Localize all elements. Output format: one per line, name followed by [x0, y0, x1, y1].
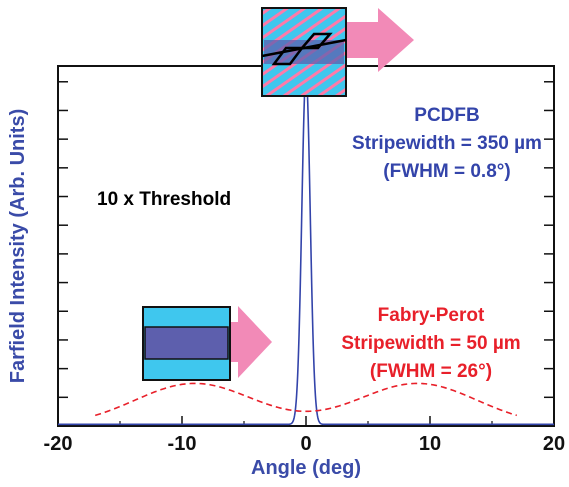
x-axis-title: Angle (deg)	[251, 457, 361, 479]
fp-line-3: (FWHM = 26°)	[370, 361, 492, 382]
fp-arrow	[224, 306, 272, 378]
x-tick-label: 10	[419, 433, 441, 455]
y-axis-title: Farfield Intensity (Arb. Units)	[7, 109, 29, 383]
pcdfb-device-icon	[261, 7, 414, 97]
x-tick-label: -10	[168, 433, 197, 455]
series-fabry-perot	[94, 382, 518, 417]
pcdfb-arrow	[340, 8, 414, 72]
fp-line-2: Stripewidth = 50 µm	[341, 333, 520, 354]
x-tick-label: 20	[543, 433, 565, 455]
fp-line-1: Fabry-Perot	[378, 305, 485, 326]
fabry-perot-device-icon	[142, 306, 272, 381]
threshold-annotation: 10 x Threshold	[97, 189, 231, 210]
x-axis: -20 -10 0 10 20	[44, 416, 565, 455]
x-tick-label: -20	[44, 433, 73, 455]
pcdfb-line-1: PCDFB	[414, 105, 479, 126]
pcdfb-line-2: Stripewidth = 350 µm	[352, 133, 542, 154]
pcdfb-line-3: (FWHM = 0.8°)	[383, 161, 510, 182]
x-tick-label: 0	[300, 433, 311, 455]
pcdfb-annotation: PCDFB Stripewidth = 350 µm (FWHM = 0.8°)	[352, 105, 542, 182]
y-axis	[58, 81, 554, 427]
fabry-perot-annotation: Fabry-Perot Stripewidth = 50 µm (FWHM = …	[341, 305, 520, 382]
